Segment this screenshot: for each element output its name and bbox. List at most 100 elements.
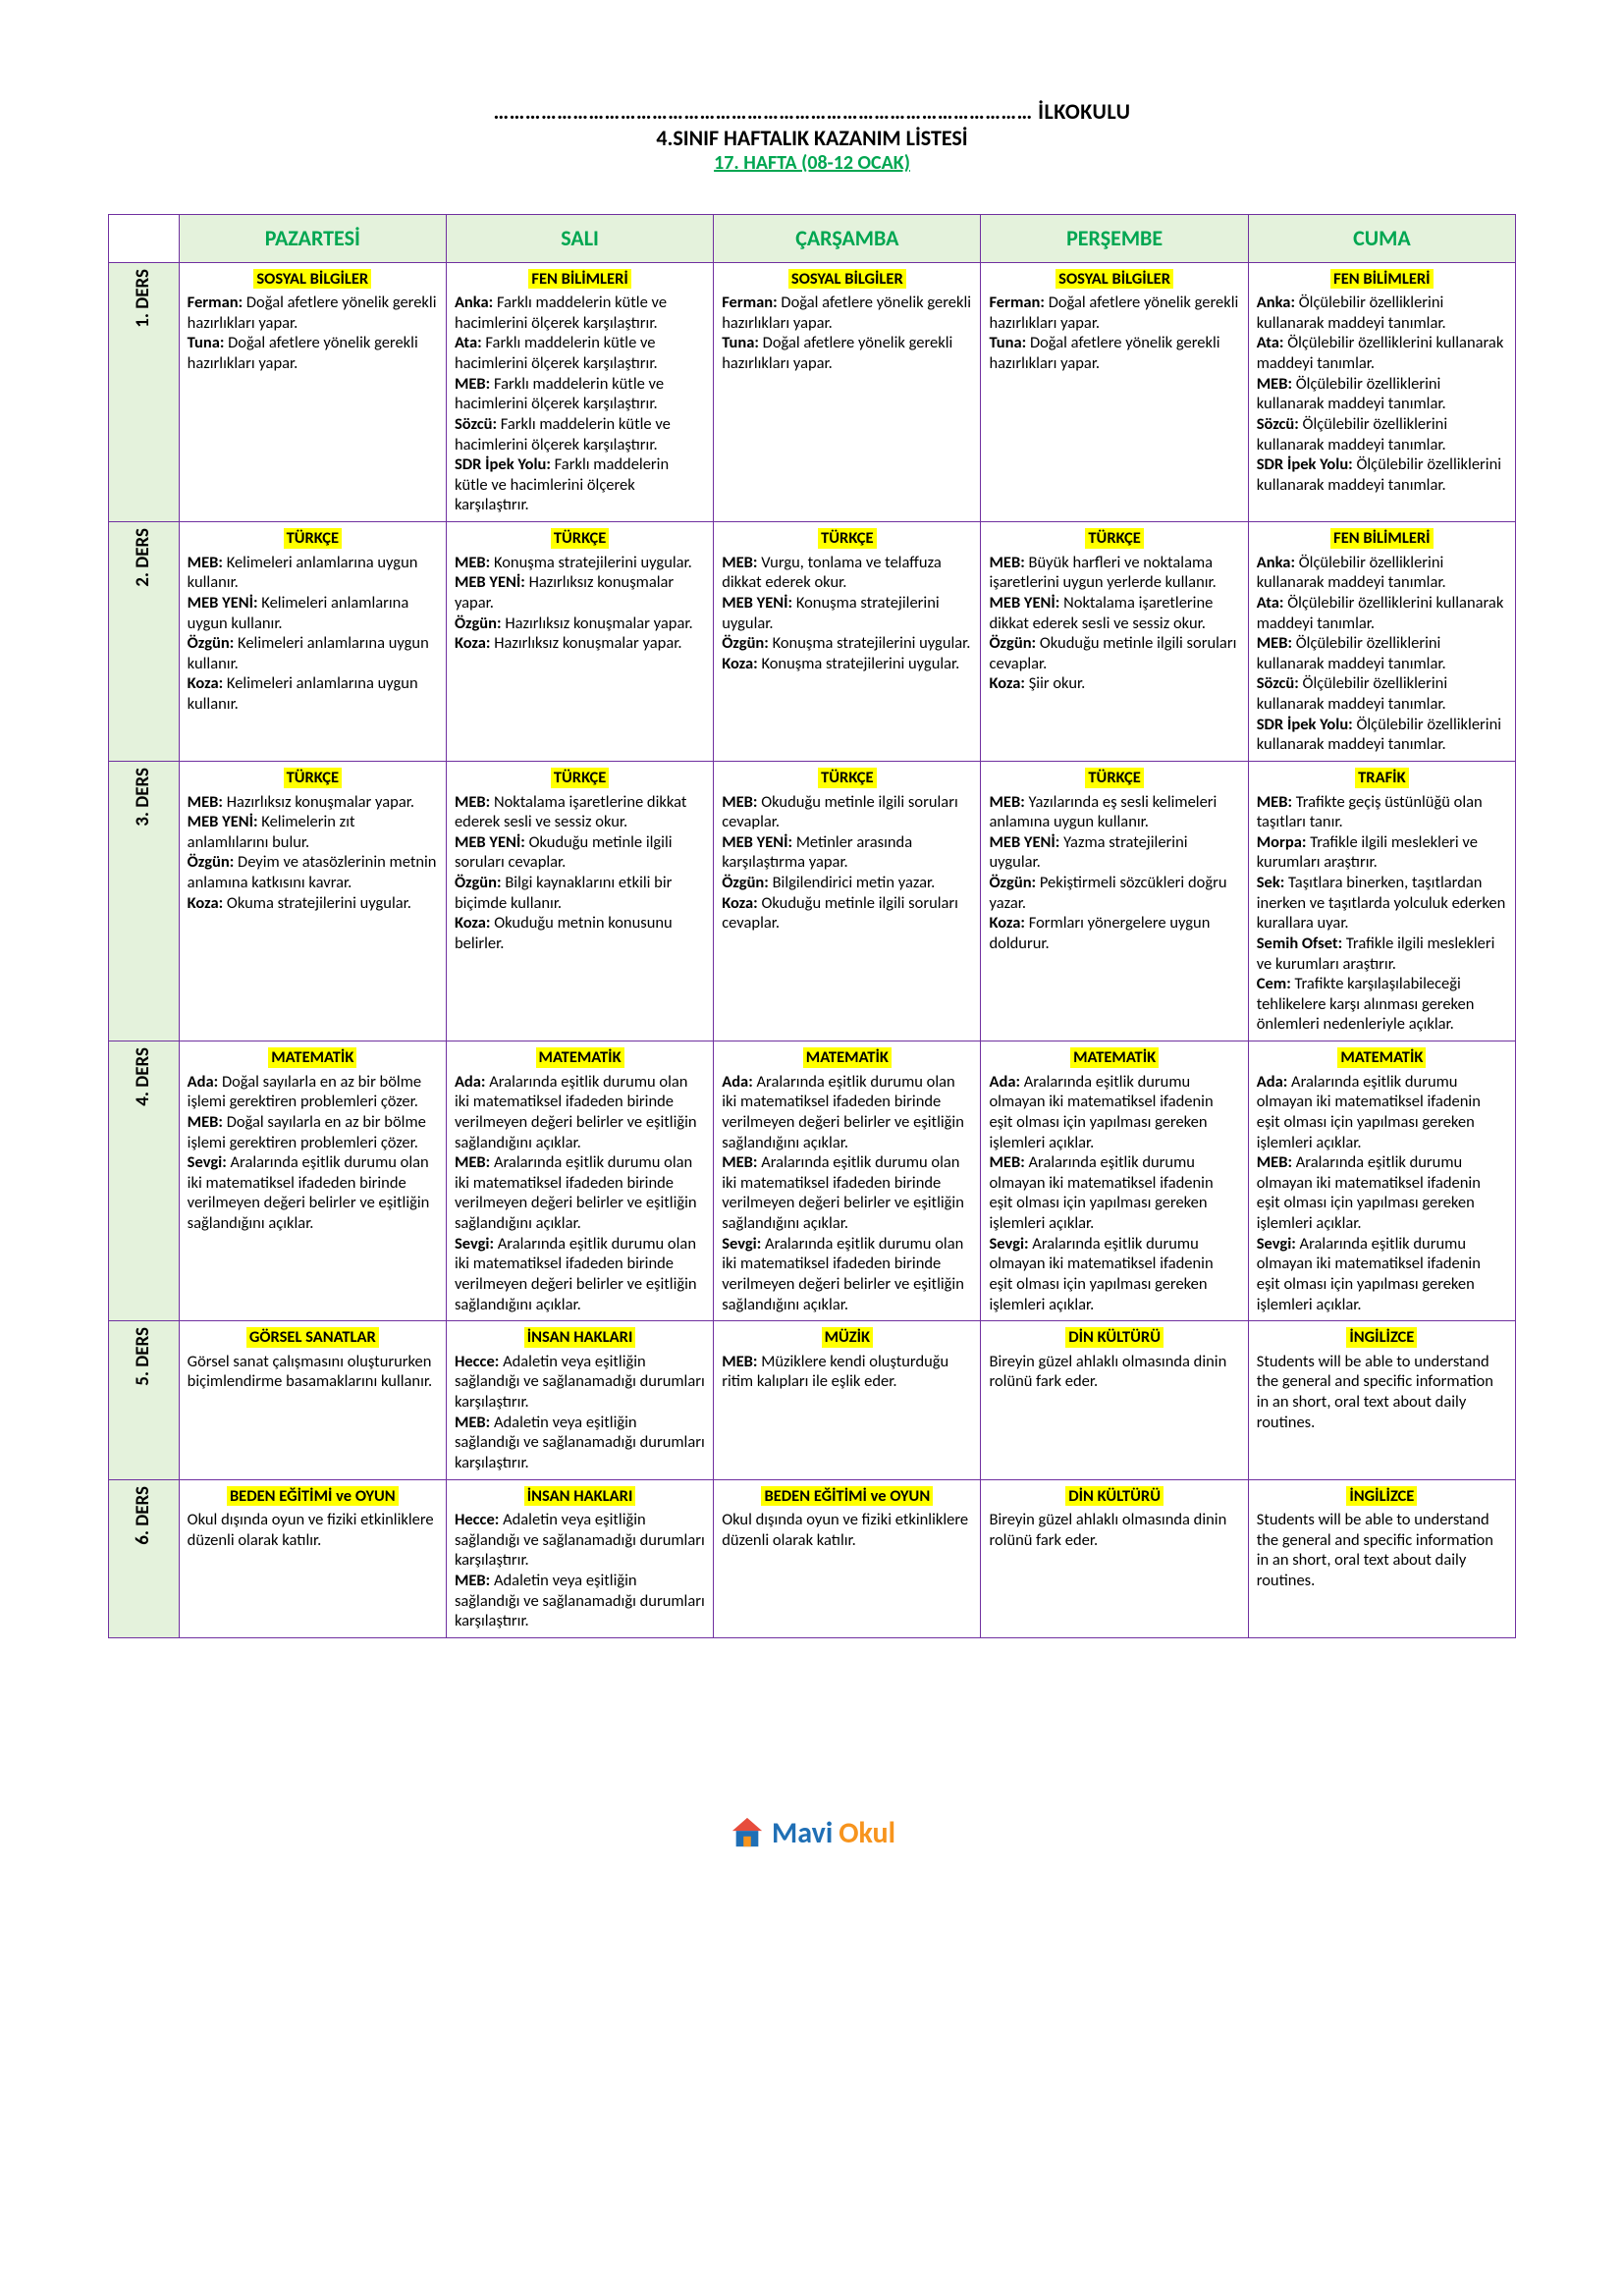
- subject-badge: MATEMATİK: [536, 1047, 624, 1068]
- logo-text-mavi: Mavi: [772, 1815, 833, 1851]
- entry-line: MEB: Büyük harfleri ve noktalama işaretl…: [989, 553, 1239, 593]
- entry-line: Ata: Farklı maddelerin kütle ve hacimler…: [455, 333, 705, 373]
- subject-badge: İNSAN HAKLARI: [524, 1327, 636, 1348]
- schedule-cell: DİN KÜLTÜRÜBireyin güzel ahlaklı olmasın…: [981, 1321, 1248, 1479]
- publisher-label: MEB:: [188, 792, 227, 812]
- publisher-label: MEB:: [455, 553, 494, 572]
- entry-text: Okuma stratejilerini uygular.: [227, 893, 411, 913]
- schedule-cell: BEDEN EĞİTİMİ ve OYUNOkul dışında oyun v…: [714, 1479, 981, 1637]
- schedule-cell: İNGİLİZCEStudents will be able to unders…: [1248, 1479, 1515, 1637]
- entry-line: MEB: Aralarında eşitlik durumu olmayan i…: [1257, 1152, 1507, 1234]
- publisher-label: Ferman:: [188, 293, 246, 312]
- entry-line: MEB: Konuşma stratejilerini uygular.: [455, 553, 705, 573]
- subject-badge: MATEMATİK: [803, 1047, 892, 1068]
- schedule-cell: SOSYAL BİLGİLERFerman: Doğal afetlere yö…: [981, 262, 1248, 522]
- entry-text: Taşıtlara binerken, taşıtlardan inerken …: [1257, 873, 1506, 933]
- entry-line: MEB: Aralarında eşitlik durumu olan iki …: [722, 1152, 972, 1234]
- subject-badge: GÖRSEL SANATLAR: [246, 1327, 379, 1348]
- publisher-label: Tuna:: [188, 333, 228, 352]
- publisher-label: MEB YENİ:: [989, 593, 1063, 613]
- week-line: 17. HAFTA (08-12 OCAK): [108, 151, 1516, 175]
- lesson-row: 1. DERSSOSYAL BİLGİLERFerman: Doğal afet…: [109, 262, 1516, 522]
- entry-line: MEB: Yazılarında eş sesli kelimeleri anl…: [989, 792, 1239, 832]
- publisher-label: MEB YENİ:: [455, 832, 529, 852]
- table-body: 1. DERSSOSYAL BİLGİLERFerman: Doğal afet…: [109, 262, 1516, 1637]
- publisher-label: Ferman:: [722, 293, 781, 312]
- publisher-label: Ada:: [722, 1072, 756, 1092]
- corner-cell: [109, 215, 180, 263]
- entry-text: Hazırlıksız konuşmalar yapar.: [505, 614, 692, 633]
- schedule-cell: MATEMATİKAda: Aralarında eşitlik durumu …: [714, 1041, 981, 1321]
- schedule-cell: MATEMATİKAda: Aralarında eşitlik durumu …: [1248, 1041, 1515, 1321]
- entry-line: MEB YENİ: Hazırlıksız konuşmalar yapar.: [455, 572, 705, 613]
- publisher-label: Sözcü:: [1257, 414, 1303, 434]
- entry-text: Ölçülebilir özelliklerini kullanarak mad…: [1257, 593, 1504, 633]
- entry-text: Ölçülebilir özelliklerini kullanarak mad…: [1257, 333, 1504, 373]
- publisher-label: Sevgi:: [188, 1152, 231, 1172]
- entry-line: Özgün: Bilgilendirici metin yazar.: [722, 873, 972, 893]
- entry-text: Bilgilendirici metin yazar.: [773, 873, 936, 892]
- entry-line: Ferman: Doğal afetlere yönelik gerekli h…: [188, 293, 438, 333]
- publisher-label: Özgün:: [455, 614, 505, 633]
- logo-text-okul: Okul: [839, 1815, 895, 1851]
- publisher-label: MEB:: [989, 792, 1028, 812]
- entry-line: MEB: Ölçülebilir özelliklerini kullanara…: [1257, 374, 1507, 414]
- schedule-cell: TÜRKÇEMEB: Yazılarında eş sesli kelimele…: [981, 761, 1248, 1041]
- schedule-cell: MATEMATİKAda: Doğal sayılarla en az bir …: [179, 1041, 446, 1321]
- publisher-label: Anka:: [455, 293, 497, 312]
- publisher-label: Morpa:: [1257, 832, 1310, 852]
- entry-line: MEB: Farklı maddelerin kütle ve hacimler…: [455, 374, 705, 414]
- publisher-label: MEB:: [455, 1571, 494, 1590]
- day-header: PERŞEMBE: [981, 215, 1248, 263]
- schedule-cell: TÜRKÇEMEB: Konuşma stratejilerini uygula…: [446, 522, 713, 762]
- subject-badge: TÜRKÇE: [551, 768, 609, 788]
- schedule-cell: İNSAN HAKLARIHecce: Adaletin veya eşitli…: [446, 1321, 713, 1479]
- subject-badge: TÜRKÇE: [284, 528, 342, 549]
- publisher-label: Hecce:: [455, 1510, 503, 1529]
- publisher-label: MEB YENİ:: [188, 812, 262, 831]
- publisher-label: Sevgi:: [989, 1234, 1032, 1254]
- subject-badge: FEN BİLİMLERİ: [1330, 528, 1433, 549]
- row-label-cell: 4. DERS: [109, 1041, 180, 1321]
- entry-line: Koza: Okuma stratejilerini uygular.: [188, 893, 438, 914]
- entry-line: MEB: Kelimeleri anlamlarına uygun kullan…: [188, 553, 438, 593]
- entry-line: MEB: Ölçülebilir özelliklerini kullanara…: [1257, 633, 1507, 673]
- schedule-cell: FEN BİLİMLERİAnka: Farklı maddelerin küt…: [446, 262, 713, 522]
- publisher-label: Anka:: [1257, 553, 1299, 572]
- entry-line: Görsel sanat çalışmasını oluştururken bi…: [188, 1352, 438, 1392]
- entry-line: MEB: Noktalama işaretlerine dikkat edere…: [455, 792, 705, 832]
- footer-logo: MaviOkul: [108, 1815, 1516, 1855]
- entry-line: Ata: Ölçülebilir özelliklerini kullanara…: [1257, 333, 1507, 373]
- publisher-label: Sek:: [1257, 873, 1288, 892]
- schedule-cell: İNGİLİZCEStudents will be able to unders…: [1248, 1321, 1515, 1479]
- entry-line: Anka: Ölçülebilir özelliklerini kullanar…: [1257, 553, 1507, 593]
- subject-badge: MÜZİK: [822, 1327, 874, 1348]
- school-name-line: ………………………………………………………………………………………… İLKOK…: [108, 98, 1516, 125]
- house-icon: [729, 1816, 766, 1849]
- publisher-label: MEB YENİ:: [722, 832, 796, 852]
- row-label-text: 3. DERS: [132, 768, 155, 827]
- entry-line: Students will be able to understand the …: [1257, 1510, 1507, 1591]
- publisher-label: Ada:: [188, 1072, 222, 1092]
- entry-text: Students will be able to understand the …: [1257, 1352, 1493, 1432]
- publisher-label: Özgün:: [188, 852, 238, 872]
- entry-line: Ada: Doğal sayılarla en az bir bölme işl…: [188, 1072, 438, 1112]
- publisher-label: Ata:: [1257, 593, 1287, 613]
- entry-line: MEB: Müziklere kendi oluşturduğu ritim k…: [722, 1352, 972, 1392]
- publisher-label: SDR İpek Yolu:: [455, 454, 555, 474]
- entry-text: Konuşma stratejilerini uygular.: [494, 553, 692, 572]
- entry-text: Şiir okur.: [1029, 673, 1086, 693]
- entry-line: Bireyin güzel ahlaklı olmasında dinin ro…: [989, 1510, 1239, 1550]
- entry-line: Ada: Aralarında eşitlik durumu olmayan i…: [1257, 1072, 1507, 1153]
- publisher-label: MEB YENİ:: [989, 832, 1063, 852]
- schedule-cell: SOSYAL BİLGİLERFerman: Doğal afetlere yö…: [179, 262, 446, 522]
- day-header: CUMA: [1248, 215, 1515, 263]
- entry-text: Konuşma stratejilerini uygular.: [761, 654, 959, 673]
- row-label-text: 4. DERS: [132, 1047, 155, 1106]
- publisher-label: Sözcü:: [455, 414, 501, 434]
- publisher-label: MEB:: [455, 1413, 494, 1432]
- schedule-cell: TÜRKÇE MEB: Büyük harfleri ve noktalama i…: [981, 522, 1248, 762]
- subject-badge: TÜRKÇE: [1085, 528, 1143, 549]
- entry-text: Okul dışında oyun ve fiziki etkinliklere…: [188, 1510, 434, 1550]
- publisher-label: Tuna:: [989, 333, 1029, 352]
